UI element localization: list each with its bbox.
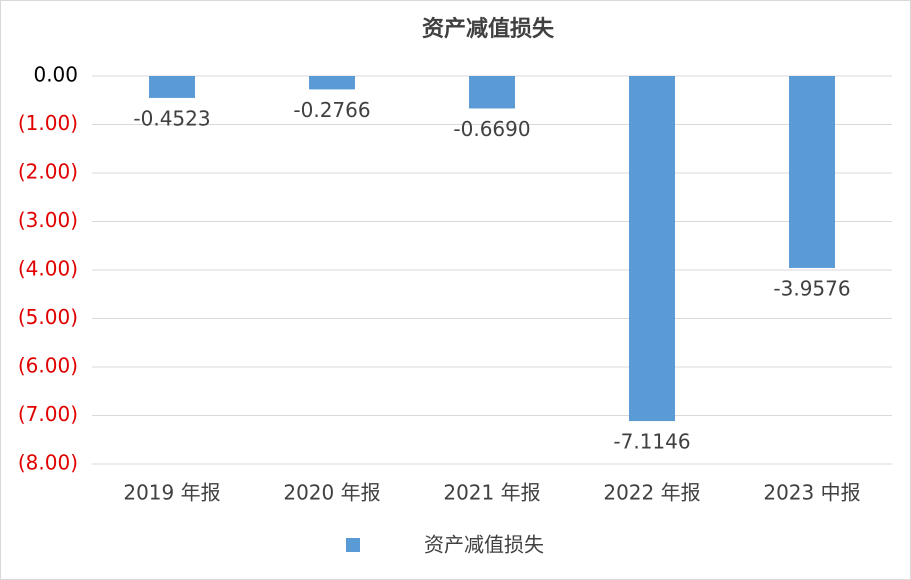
- y-tick-label: (6.00): [18, 354, 78, 378]
- x-tick-label: 2019 年报: [123, 481, 220, 505]
- bar: [629, 76, 675, 422]
- data-label: -7.1146: [613, 430, 690, 454]
- bar: [789, 76, 835, 268]
- x-tick-label: 2021 年报: [443, 481, 540, 505]
- chart-title: 资产减值损失: [422, 16, 555, 42]
- data-label: -0.2766: [293, 98, 370, 122]
- x-tick-label: 2023 中报: [763, 481, 860, 505]
- bar: [309, 76, 355, 90]
- bar: [149, 76, 195, 98]
- legend-swatch: [346, 538, 360, 552]
- data-label: -3.9576: [773, 276, 850, 300]
- y-tick-label: 0.00: [33, 63, 78, 87]
- y-tick-label: (5.00): [18, 305, 78, 329]
- y-tick-label: (2.00): [18, 160, 78, 184]
- y-tick-label: (8.00): [18, 451, 78, 475]
- x-tick-label: 2020 年报: [283, 481, 380, 505]
- data-label: -0.6690: [453, 117, 530, 141]
- x-tick-label: 2022 年报: [603, 481, 700, 505]
- legend-label: 资产减值损失: [424, 533, 544, 557]
- y-tick-label: (7.00): [18, 402, 78, 426]
- data-label: -0.4523: [133, 106, 210, 130]
- y-tick-label: (1.00): [18, 111, 78, 135]
- y-tick-label: (4.00): [18, 257, 78, 281]
- bar: [469, 76, 515, 109]
- y-tick-label: (3.00): [18, 208, 78, 232]
